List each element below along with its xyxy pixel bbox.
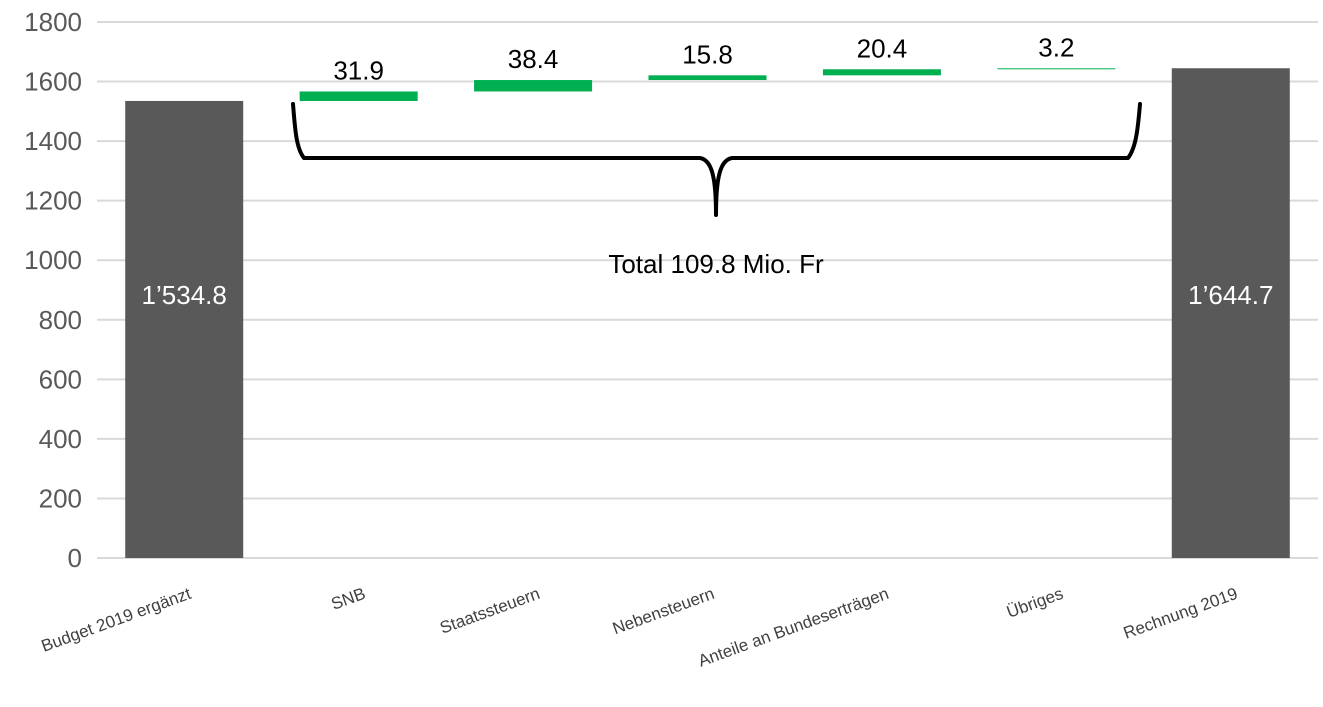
increase-bar <box>822 69 941 76</box>
y-tick-label: 200 <box>39 483 82 513</box>
y-axis: 0 200 400 600 800 1000 1200 1400 1600 1800 <box>24 7 82 573</box>
x-tick-label: SNB <box>329 584 368 614</box>
x-tick-label: Budget 2019 ergänzt <box>39 584 194 656</box>
y-tick-label: 600 <box>39 364 82 394</box>
x-tick-label: Übriges <box>1004 584 1066 622</box>
increase-bar <box>299 91 418 101</box>
total-brace <box>291 102 1142 217</box>
y-tick-label: 400 <box>39 424 82 454</box>
bars <box>125 68 1290 559</box>
y-tick-label: 800 <box>39 305 82 335</box>
increase-bar <box>474 80 593 92</box>
y-tick-label: 1600 <box>24 67 82 97</box>
x-axis: Budget 2019 ergänzt SNB Staatssteuern Neben… <box>39 584 1240 671</box>
increase-bar <box>648 75 767 81</box>
y-tick-label: 1800 <box>24 7 82 37</box>
x-tick-label: Rechnung 2019 <box>1121 584 1240 643</box>
total-bar <box>125 100 244 558</box>
bar-value-label: 31.9 <box>333 55 384 85</box>
y-tick-label: 0 <box>68 543 82 573</box>
bar-value-label: 1’644.7 <box>1188 280 1273 310</box>
y-tick-label: 1000 <box>24 245 82 275</box>
grid-lines <box>97 21 1318 559</box>
total-bar <box>1171 68 1290 559</box>
bar-value-label: 38.4 <box>508 44 559 74</box>
x-tick-label: Nebensteuern <box>610 584 717 638</box>
bar-value-label: 20.4 <box>857 33 908 63</box>
x-tick-label: Anteile an Bundeserträgen <box>696 584 892 671</box>
bar-value-label: 15.8 <box>682 39 733 69</box>
bar-value-label: 1’534.8 <box>142 280 227 310</box>
x-tick-label: Staatssteuern <box>437 584 542 638</box>
bar-value-label: 3.2 <box>1038 32 1074 62</box>
total-annotation: Total 109.8 Mio. Fr <box>608 249 824 279</box>
y-tick-label: 1200 <box>24 186 82 216</box>
data-labels: 1’534.8 31.9 38.4 15.8 20.4 3.2 1’644.7 <box>142 32 1274 310</box>
y-tick-label: 1400 <box>24 126 82 156</box>
increase-bar <box>997 68 1116 70</box>
